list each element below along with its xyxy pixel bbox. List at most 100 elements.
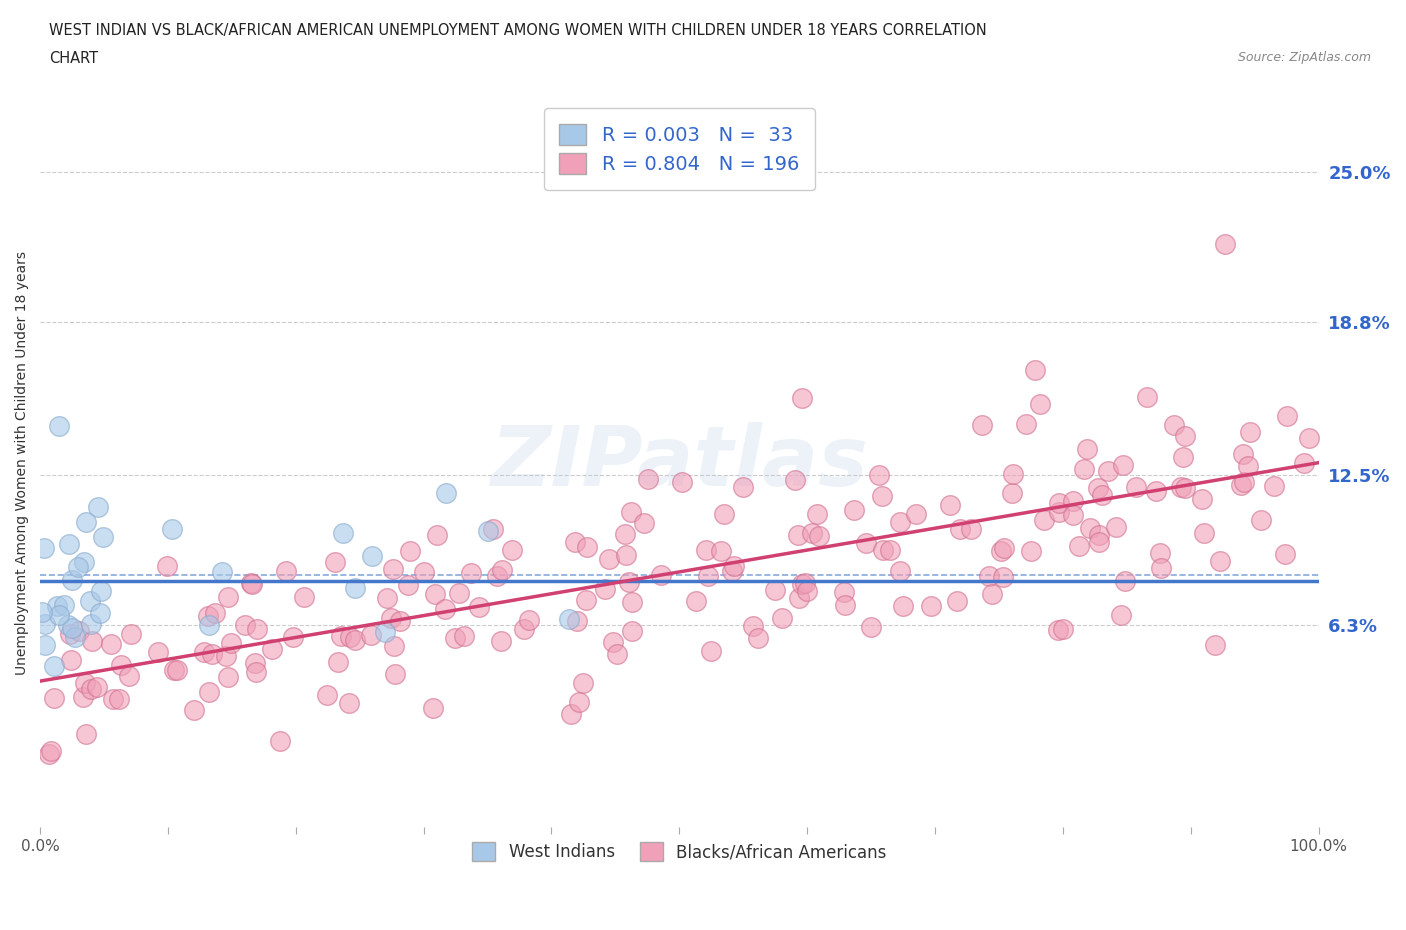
Point xyxy=(1213,237,1236,252)
Point xyxy=(568,695,591,710)
Point xyxy=(103,692,125,707)
Point xyxy=(1292,456,1315,471)
Point xyxy=(42,691,65,706)
Point xyxy=(1073,462,1095,477)
Point xyxy=(575,539,598,554)
Point xyxy=(1052,621,1074,636)
Point xyxy=(981,587,1004,602)
Point xyxy=(772,611,794,626)
Point xyxy=(75,726,97,741)
Point xyxy=(67,624,90,639)
Point xyxy=(977,568,1000,583)
Point xyxy=(621,623,644,638)
Point xyxy=(808,528,831,543)
Point xyxy=(373,625,395,640)
Point xyxy=(564,534,586,549)
Point xyxy=(1173,449,1195,464)
Point xyxy=(1150,560,1173,575)
Point xyxy=(790,577,813,591)
Point xyxy=(513,621,536,636)
Point xyxy=(384,666,406,681)
Point xyxy=(904,507,927,522)
Point xyxy=(1163,418,1185,432)
Point xyxy=(790,391,813,405)
Point xyxy=(1298,431,1320,445)
Point xyxy=(375,591,398,605)
Text: Source: ZipAtlas.com: Source: ZipAtlas.com xyxy=(1237,51,1371,64)
Point xyxy=(360,627,382,642)
Point xyxy=(1125,480,1147,495)
Point xyxy=(872,542,894,557)
Point xyxy=(1204,638,1226,653)
Point xyxy=(1062,493,1084,508)
Point xyxy=(1229,478,1251,493)
Point xyxy=(1033,513,1056,528)
Point xyxy=(434,486,457,501)
Point xyxy=(1091,488,1114,503)
Point xyxy=(700,644,723,658)
Point xyxy=(239,575,262,590)
Point xyxy=(747,631,769,645)
Point xyxy=(794,576,817,591)
Point xyxy=(444,631,467,645)
Point xyxy=(245,665,267,680)
Point xyxy=(91,530,114,545)
Point xyxy=(1076,441,1098,456)
Point xyxy=(315,687,337,702)
Point xyxy=(80,617,103,631)
Point xyxy=(201,647,224,662)
Point xyxy=(1069,538,1091,553)
Point xyxy=(1047,622,1070,637)
Point xyxy=(558,612,581,627)
Point xyxy=(1170,480,1192,495)
Point xyxy=(332,525,354,540)
Point xyxy=(560,706,582,721)
Point xyxy=(219,636,242,651)
Point xyxy=(1136,390,1159,405)
Point xyxy=(710,543,733,558)
Point xyxy=(946,594,969,609)
Point xyxy=(34,541,56,556)
Point xyxy=(75,515,97,530)
Point xyxy=(1062,508,1084,523)
Point xyxy=(617,575,640,590)
Point xyxy=(197,618,219,632)
Point xyxy=(39,744,62,759)
Point xyxy=(34,638,56,653)
Point xyxy=(87,500,110,515)
Point xyxy=(1002,466,1025,481)
Point xyxy=(382,561,405,576)
Point xyxy=(46,599,69,614)
Point xyxy=(120,627,142,642)
Point xyxy=(79,593,101,608)
Point xyxy=(160,522,183,537)
Point xyxy=(695,542,717,557)
Point xyxy=(1174,481,1197,496)
Point xyxy=(60,621,83,636)
Point xyxy=(449,586,471,601)
Point xyxy=(1144,484,1167,498)
Point xyxy=(1047,504,1070,519)
Point xyxy=(146,644,169,659)
Point xyxy=(399,544,422,559)
Point xyxy=(834,598,856,613)
Point xyxy=(842,503,865,518)
Point xyxy=(426,528,449,543)
Point xyxy=(860,619,883,634)
Point xyxy=(786,527,808,542)
Point xyxy=(1109,607,1132,622)
Point xyxy=(993,540,1015,555)
Point xyxy=(217,590,239,604)
Point xyxy=(960,522,983,537)
Point xyxy=(1087,481,1109,496)
Point xyxy=(671,474,693,489)
Point xyxy=(360,549,382,564)
Point xyxy=(380,610,402,625)
Point xyxy=(197,608,219,623)
Point xyxy=(240,577,263,591)
Point xyxy=(233,618,256,632)
Point xyxy=(972,418,994,432)
Point xyxy=(621,595,644,610)
Point xyxy=(1029,397,1052,412)
Point xyxy=(110,658,132,672)
